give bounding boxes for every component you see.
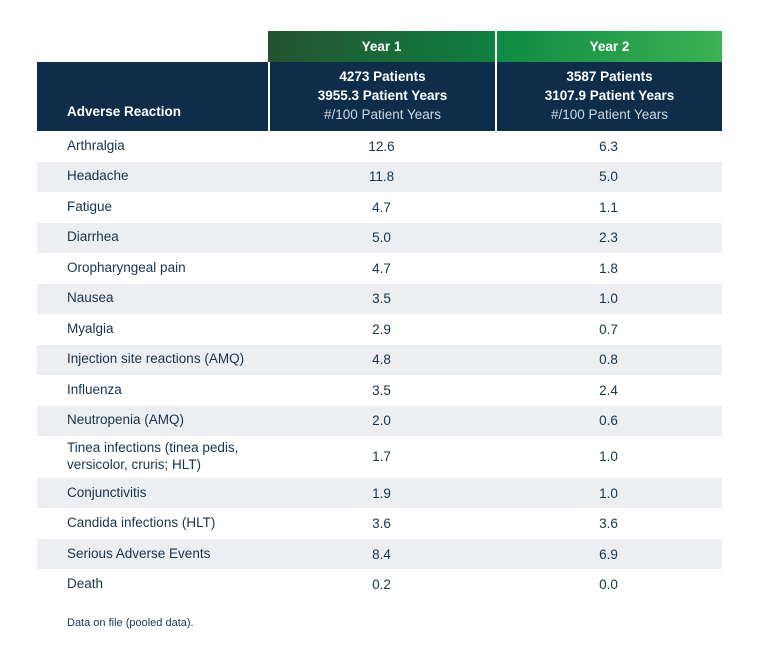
year-2-value-cell: 5.0 (599, 169, 618, 185)
tab-year-2-label: Year 2 (589, 39, 630, 54)
year-2-value-cell: 2.4 (599, 382, 618, 398)
reaction-cell: Tinea infections (tinea pedis, versicolo… (67, 440, 239, 472)
table-row: Injection site reactions (AMQ) 4.8 0.8 (37, 344, 722, 375)
table-row: Conjunctivitis 1.9 1.0 (37, 477, 722, 509)
year-2-value-cell: 1.0 (599, 449, 618, 465)
year-2-column-header: 3587 Patients 3107.9 Patient Years #/100… (495, 62, 722, 131)
year-1-value-cell: 3.6 (372, 516, 391, 531)
year-1-value-cell: 3.5 (372, 291, 391, 307)
reaction-column-header-label: Adverse Reaction (67, 104, 182, 119)
table-row: Death 0.2 0.0 (37, 569, 722, 600)
tab-year-1-label: Year 1 (361, 39, 402, 54)
year-2-value-cell: 1.0 (599, 485, 618, 501)
table-row: Tinea infections (tinea pedis, versicolo… (37, 436, 722, 478)
tab-year-1: Year 1 (268, 31, 495, 62)
table-row: Arthralgia 12.6 6.3 (37, 131, 722, 162)
year-1-value-cell: 4.7 (372, 199, 391, 215)
table-row: Fatigue 4.7 1.1 (37, 192, 722, 223)
year-2-value-cell: 3.6 (599, 516, 618, 531)
year-2-value-cell: 1.0 (599, 291, 618, 307)
year-1-value-cell: 0.2 (372, 577, 391, 592)
year-2-rate-label: #/100 Patient Years (550, 107, 669, 123)
year-2-value-cell: 0.0 (599, 577, 618, 592)
reaction-cell: Arthralgia (67, 137, 125, 153)
reaction-cell: Conjunctivitis (67, 484, 147, 500)
reaction-column-header: Adverse Reaction (37, 62, 268, 131)
reaction-cell: Myalgia (67, 320, 114, 336)
reaction-cell: Serious Adverse Events (67, 545, 211, 561)
table-row: Nausea 3.5 1.0 (37, 283, 722, 314)
table-row: Neutropenia (AMQ) 2.0 0.6 (37, 405, 722, 436)
year-2-value-cell: 6.3 (599, 138, 618, 154)
reaction-cell: Injection site reactions (AMQ) (67, 351, 245, 367)
year-1-patients: 4273 Patients (339, 68, 426, 84)
reaction-cell: Influenza (67, 381, 122, 397)
table-row: Candida infections (HLT) 3.6 3.6 (37, 508, 722, 539)
year-1-value-cell: 3.5 (372, 382, 391, 398)
table-header: Adverse Reaction 4273 Patients 3955.3 Pa… (37, 62, 722, 131)
year-2-value-cell: 1.8 (599, 260, 618, 276)
year-1-value-cell: 4.8 (372, 352, 391, 368)
table-row: Myalgia 2.9 0.7 (37, 314, 722, 345)
year-2-value-cell: 0.6 (599, 413, 618, 429)
year-1-value-cell: 12.6 (368, 138, 395, 154)
reaction-cell: Diarrhea (67, 229, 119, 245)
year-2-value-cell: 0.8 (599, 352, 618, 368)
reaction-cell: Nausea (67, 290, 114, 306)
year-1-value-cell: 5.0 (372, 230, 391, 246)
year-1-value-cell: 1.7 (372, 449, 391, 465)
year-2-patients: 3587 Patients (566, 68, 653, 84)
reaction-cell: Death (67, 576, 104, 592)
year-2-value-cell: 0.7 (599, 321, 618, 337)
reaction-cell: Fatigue (67, 198, 113, 214)
table-row: Serious Adverse Events 8.4 6.9 (37, 538, 722, 570)
adverse-reaction-table: Year 1 Year 2 Adverse Reaction 4273 Pati… (37, 31, 722, 629)
year-1-value-cell: 11.8 (368, 169, 395, 185)
year-1-rate-label: #/100 Patient Years (323, 107, 442, 123)
table-row: Headache 11.8 5.0 (37, 161, 722, 192)
year-1-value-cell: 2.0 (372, 413, 391, 429)
table-body: Arthralgia 12.6 6.3 Headache 11.8 5.0 Fa… (37, 131, 722, 600)
table-row: Influenza 3.5 2.4 (37, 375, 722, 406)
year-2-value-cell: 6.9 (599, 546, 618, 562)
year-2-value-cell: 1.1 (599, 199, 618, 215)
year-2-value-cell: 2.3 (599, 230, 618, 246)
year-tabs: Year 1 Year 2 (268, 31, 722, 62)
year-2-patient-years: 3107.9 Patient Years (544, 87, 675, 103)
year-1-value-cell: 1.9 (372, 485, 391, 501)
year-1-patient-years: 3955.3 Patient Years (317, 87, 448, 103)
year-1-value-cell: 2.9 (372, 321, 391, 337)
table-row: Diarrhea 5.0 2.3 (37, 222, 722, 253)
year-1-value-cell: 4.7 (372, 260, 391, 276)
year-1-column-header: 4273 Patients 3955.3 Patient Years #/100… (268, 62, 495, 131)
table-row: Oropharyngeal pain 4.7 1.8 (37, 253, 722, 284)
reaction-cell: Oropharyngeal pain (67, 259, 186, 275)
reaction-cell: Candida infections (HLT) (67, 515, 216, 531)
footnote: Data on file (pooled data). (67, 616, 194, 629)
reaction-cell: Neutropenia (AMQ) (67, 412, 185, 428)
tab-year-2: Year 2 (495, 31, 722, 62)
year-1-value-cell: 8.4 (372, 546, 391, 562)
reaction-cell: Headache (67, 168, 129, 184)
